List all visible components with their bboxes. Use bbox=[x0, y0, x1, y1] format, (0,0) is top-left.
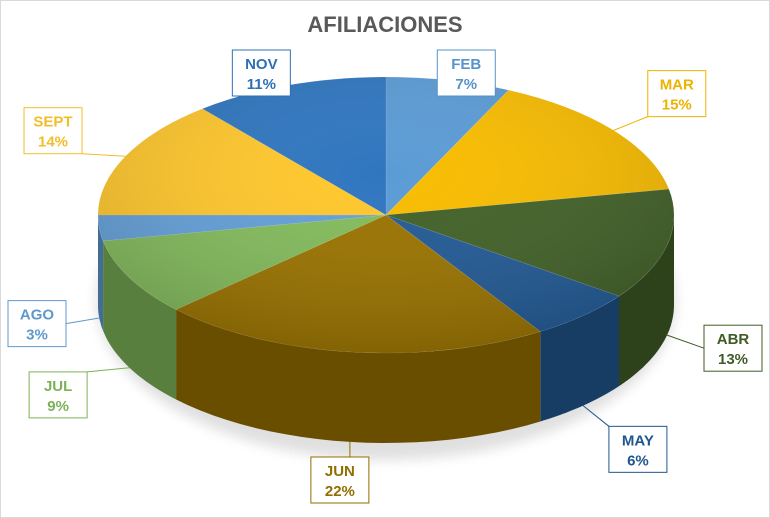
label-box-nov bbox=[231, 49, 291, 97]
label-box-mar bbox=[647, 70, 707, 118]
slice-label-mar: MAR bbox=[660, 77, 694, 94]
leader-line-abr bbox=[666, 334, 705, 349]
label-box-jun bbox=[310, 456, 370, 504]
label-box-sept bbox=[23, 107, 83, 155]
label-box-ago bbox=[7, 300, 67, 348]
leader-line-sept bbox=[81, 153, 126, 157]
slice-label-jun: JUN bbox=[325, 463, 355, 480]
slice-label-may: MAY bbox=[622, 432, 654, 449]
slice-label-feb: FEB bbox=[451, 56, 481, 73]
slice-label-abr: ABR bbox=[717, 331, 750, 348]
leader-line-ago bbox=[65, 317, 100, 325]
slice-value-abr: 13% bbox=[718, 351, 748, 368]
chart-title: AFILIACIONES bbox=[307, 12, 463, 37]
slice-value-feb: 7% bbox=[455, 76, 477, 93]
label-box-feb bbox=[436, 49, 496, 97]
leader-line-jul bbox=[87, 367, 130, 373]
leader-line-may bbox=[582, 405, 610, 427]
slice-value-ago: 3% bbox=[26, 327, 48, 344]
slice-value-jul: 9% bbox=[47, 398, 69, 415]
label-box-abr bbox=[703, 324, 763, 372]
slice-value-may: 6% bbox=[627, 452, 649, 469]
slice-value-jun: 22% bbox=[325, 483, 355, 500]
leader-line-mar bbox=[613, 116, 648, 131]
slice-value-nov: 11% bbox=[247, 76, 276, 93]
label-box-jul bbox=[28, 371, 88, 419]
label-box-may bbox=[608, 425, 668, 473]
slice-label-jul: JUL bbox=[44, 378, 72, 395]
slice-value-sept: 14% bbox=[38, 134, 68, 151]
slice-label-nov: NOV bbox=[245, 56, 278, 73]
slice-label-ago: AGO bbox=[20, 307, 55, 324]
slice-label-sept: SEPT bbox=[33, 114, 72, 131]
slice-value-mar: 15% bbox=[662, 97, 692, 114]
